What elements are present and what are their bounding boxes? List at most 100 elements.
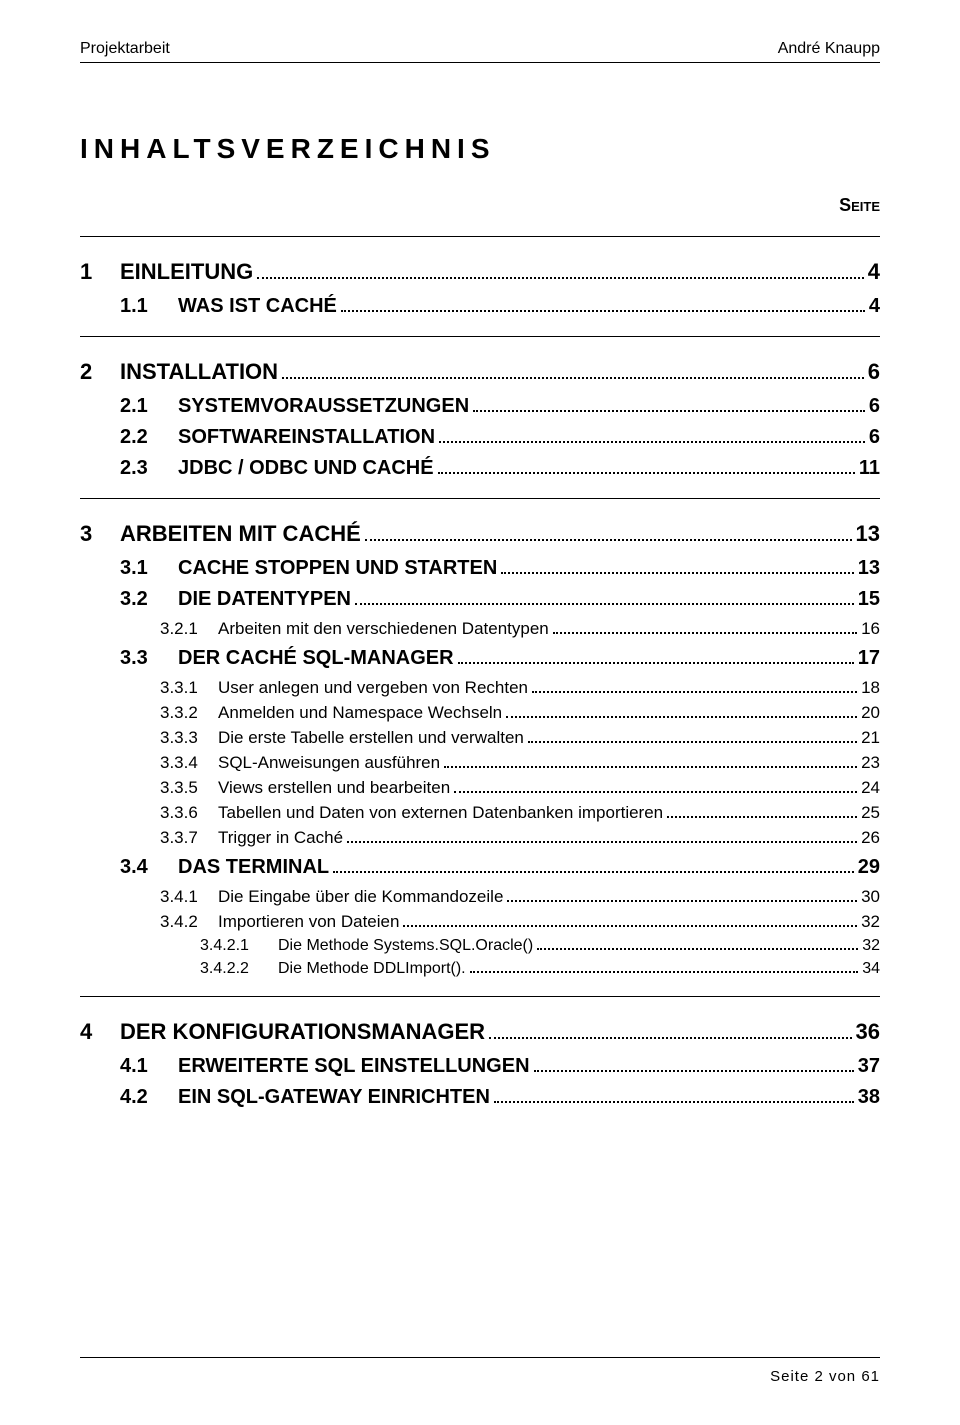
toc-label: EIN SQL-GATEWAY EINRICHTEN — [178, 1086, 490, 1109]
toc-label: CACHE STOPPEN UND STARTEN — [178, 557, 497, 580]
header-right: André Knaupp — [778, 40, 880, 58]
toc-number: 2.3 — [120, 457, 178, 480]
toc-label: SQL-Anweisungen ausführen — [218, 753, 440, 773]
toc-entry: 4DER KONFIGURATIONSMANAGER36 — [80, 1019, 880, 1045]
toc-number: 3.3.2 — [160, 703, 218, 723]
toc-number: 2 — [80, 359, 120, 385]
toc-number: 3.3 — [120, 647, 178, 670]
toc-label: ERWEITERTE SQL EINSTELLUNGEN — [178, 1055, 530, 1078]
toc-entry: 3.2.1Arbeiten mit den verschiedenen Date… — [160, 619, 880, 639]
toc-number: 3.3.4 — [160, 753, 218, 773]
toc-leader-dots — [473, 410, 865, 412]
toc-leader-dots — [458, 662, 854, 664]
toc-leader-dots — [403, 925, 857, 927]
page-footer: Seite 2 von 61 — [80, 1357, 880, 1385]
toc-leader-dots — [347, 841, 857, 843]
toc-number: 3.3.1 — [160, 678, 218, 698]
toc-leader-dots — [355, 603, 854, 605]
page-column-label: Seite — [80, 195, 880, 216]
toc-label: Die Methode Systems.SQL.Oracle() — [278, 937, 533, 955]
toc-number: 3.3.7 — [160, 828, 218, 848]
toc-label: Tabellen und Daten von externen Datenban… — [218, 803, 663, 823]
toc-page: 4 — [869, 295, 880, 318]
toc-entry: 2.1SYSTEMVORAUSSETZUNGEN6 — [120, 395, 880, 418]
document-title: INHALTSVERZEICHNIS — [80, 133, 880, 165]
toc-leader-dots — [553, 632, 857, 634]
toc-label: Arbeiten mit den verschiedenen Datentype… — [218, 619, 549, 639]
toc-entry: 2.3JDBC / ODBC UND CACHÉ11 — [120, 457, 880, 480]
toc-leader-dots — [333, 871, 854, 873]
toc-leader-dots — [470, 971, 859, 973]
header-left: Projektarbeit — [80, 40, 170, 58]
toc-leader-dots — [365, 539, 852, 541]
toc-leader-dots — [282, 377, 864, 379]
toc-entry: 3.3.1User anlegen und vergeben von Recht… — [160, 678, 880, 698]
toc-number: 3.4 — [120, 856, 178, 879]
toc-label: DAS TERMINAL — [178, 856, 329, 879]
toc-entry: 2.2SOFTWAREINSTALLATION6 — [120, 426, 880, 449]
toc-page: 24 — [861, 778, 880, 798]
toc-number: 3 — [80, 521, 120, 547]
section-divider — [80, 996, 880, 1009]
toc-page: 16 — [861, 619, 880, 639]
toc-entry: 3.3.7Trigger in Caché 26 — [160, 828, 880, 848]
toc-leader-dots — [439, 441, 865, 443]
toc-page: 34 — [862, 960, 880, 978]
toc-entry: 3.3DER CACHÉ SQL-MANAGER17 — [120, 647, 880, 670]
toc-number: 4.1 — [120, 1055, 178, 1078]
toc-entry: 2INSTALLATION6 — [80, 359, 880, 385]
toc-label: SOFTWAREINSTALLATION — [178, 426, 435, 449]
toc-page: 29 — [858, 856, 880, 879]
toc-page: 11 — [859, 457, 880, 480]
toc-leader-dots — [528, 741, 857, 743]
toc-entry: 3.3.6Tabellen und Daten von externen Dat… — [160, 803, 880, 823]
toc-number: 2.2 — [120, 426, 178, 449]
toc-number: 3.2 — [120, 588, 178, 611]
toc-label: Anmelden und Namespace Wechseln — [218, 703, 502, 723]
toc-page: 13 — [856, 521, 880, 547]
toc-leader-dots — [507, 900, 857, 902]
toc-number: 3.4.2.1 — [200, 937, 278, 955]
section-divider — [80, 336, 880, 349]
toc-number: 4.2 — [120, 1086, 178, 1109]
toc-leader-dots — [501, 572, 853, 574]
toc-entry: 3.3.4SQL-Anweisungen ausführen23 — [160, 753, 880, 773]
toc-number: 3.4.2.2 — [200, 960, 278, 978]
toc-page: 6 — [868, 359, 880, 385]
toc-page: 4 — [868, 259, 880, 285]
toc-number: 3.3.5 — [160, 778, 218, 798]
page-header: Projektarbeit André Knaupp — [80, 40, 880, 58]
toc-leader-dots — [444, 766, 857, 768]
toc-page: 6 — [869, 395, 880, 418]
toc-number: 3.1 — [120, 557, 178, 580]
toc-label: WAS IST CACHÉ — [178, 295, 337, 318]
toc-leader-dots — [537, 948, 858, 950]
toc-entry: 3.4.1Die Eingabe über die Kommandozeile3… — [160, 887, 880, 907]
toc-leader-dots — [438, 472, 855, 474]
footer-page-number: Seite 2 von 61 — [80, 1368, 880, 1385]
toc-page: 13 — [858, 557, 880, 580]
toc-page: 25 — [861, 803, 880, 823]
toc-label: Importieren von Dateien — [218, 912, 399, 932]
toc-page: 15 — [858, 588, 880, 611]
toc-leader-dots — [454, 791, 857, 793]
toc-label: DIE DATENTYPEN — [178, 588, 351, 611]
toc-leader-dots — [667, 816, 857, 818]
toc-entry: 4.1ERWEITERTE SQL EINSTELLUNGEN37 — [120, 1055, 880, 1078]
toc-page: 30 — [861, 887, 880, 907]
toc-page: 32 — [862, 937, 880, 955]
toc-label: DER CACHÉ SQL-MANAGER — [178, 647, 454, 670]
toc-label: Trigger in Caché — [218, 828, 343, 848]
toc-label: Die Eingabe über die Kommandozeile — [218, 887, 503, 907]
toc-entry: 3.3.3Die erste Tabelle erstellen und ver… — [160, 728, 880, 748]
toc-number: 3.4.2 — [160, 912, 218, 932]
toc-entry: 3ARBEITEN MIT CACHÉ13 — [80, 521, 880, 547]
toc-page: 26 — [861, 828, 880, 848]
toc-page: 38 — [858, 1086, 880, 1109]
section-divider — [80, 236, 880, 249]
section-divider — [80, 498, 880, 511]
toc-page: 21 — [861, 728, 880, 748]
toc-entry: 3.2DIE DATENTYPEN 15 — [120, 588, 880, 611]
toc-number: 3.3.3 — [160, 728, 218, 748]
toc-leader-dots — [532, 691, 857, 693]
